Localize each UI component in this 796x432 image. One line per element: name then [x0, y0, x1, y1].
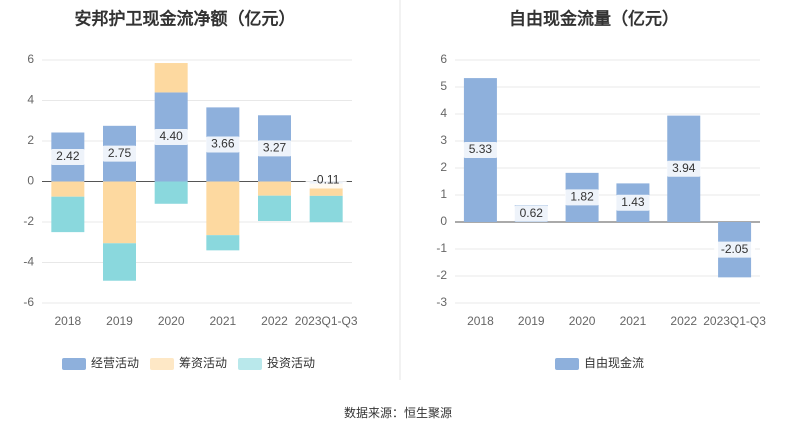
x-tick-label: 2020 [569, 314, 596, 328]
y-tick-label: 2 [440, 160, 447, 174]
chart-1: 安邦护卫现金流净额（亿元） -6 -4 -2 0 2 4 6 2018 2019 2020 2021 2… [23, 8, 358, 370]
data-label-bg [666, 160, 701, 177]
data-label: 3.66 [211, 137, 235, 151]
data-label-bg [565, 189, 600, 206]
y-tick-label: 5 [440, 79, 447, 93]
chart-title: 安邦护卫现金流净额（亿元） [75, 8, 296, 28]
x-tick-label: 2023Q1-Q3 [703, 314, 766, 328]
legend-label[interactable]: 投资活动 [267, 355, 315, 370]
x-tick-label: 2020 [158, 314, 185, 328]
x-tick-label: 2019 [106, 314, 133, 328]
legend-label[interactable]: 经营活动 [91, 356, 139, 370]
data-label-bg [205, 136, 240, 153]
data-label: 4.40 [159, 129, 183, 143]
data-label: 0.62 [520, 206, 544, 220]
x-tick-label: 2021 [620, 314, 647, 328]
data-label: 2.42 [56, 149, 80, 163]
bar-筹资活动-2018 [51, 181, 85, 197]
y-tick-label: 4 [440, 106, 447, 120]
data-label-bg [714, 241, 756, 258]
y-tick-label: -2 [436, 268, 447, 282]
legend-swatch[interactable] [150, 358, 174, 370]
x-tick-label: 2022 [261, 314, 288, 328]
chart-title: 自由现金流量（亿元） [509, 8, 679, 28]
data-label-bg [50, 148, 85, 165]
y-tick-label: 0 [440, 214, 447, 228]
data-label-bg [514, 205, 549, 222]
bar-筹资活动-2020 [154, 63, 188, 93]
data-label: 3.94 [672, 161, 696, 175]
legend-label[interactable]: 筹资活动 [179, 356, 227, 370]
bar-投资活动-2021 [206, 235, 240, 251]
legend-swatch[interactable] [238, 358, 262, 370]
x-tick-label: 2018 [54, 314, 81, 328]
y-tick-label: 0 [27, 174, 34, 188]
y-tick-label: -6 [23, 295, 34, 309]
bar-筹资活动-2019 [103, 181, 136, 244]
data-label: -2.05 [721, 242, 749, 256]
y-tick-label: -4 [23, 255, 34, 269]
bar-投资活动-2020 [154, 181, 188, 204]
data-label: 3.27 [263, 141, 287, 155]
y-tick-label: 4 [27, 93, 34, 107]
bar-筹资活动-2022 [258, 181, 291, 196]
y-tick-label: 2 [27, 133, 34, 147]
bar-筹资活动-2021 [206, 181, 240, 236]
x-tick-label: 2023Q1-Q3 [295, 314, 358, 328]
data-label-bg [102, 145, 137, 162]
chart-2: 自由现金流量（亿元） -3 -2 -1 0 1 2 3 4 5 6 2018 2019 2020 2021 2… [436, 8, 766, 370]
bar-投资活动-2023Q1-Q3 [309, 195, 343, 223]
y-tick-label: -3 [436, 295, 447, 309]
data-label: 2.75 [108, 146, 132, 160]
x-tick-label: 2018 [467, 314, 494, 328]
data-label-bg [615, 194, 650, 211]
data-label-bg [463, 142, 498, 159]
data-label-bg [305, 172, 347, 189]
bar-投资活动-2019 [103, 243, 136, 281]
bar-投资活动-2018 [51, 196, 85, 233]
data-label: -0.11 [313, 173, 340, 187]
y-tick-label: 3 [440, 133, 447, 147]
data-label: 5.33 [469, 142, 493, 156]
y-tick-label: -2 [23, 214, 34, 228]
bar-投资活动-2022 [258, 195, 291, 221]
y-tick-label: 1 [440, 187, 447, 201]
data-label-bg [154, 128, 189, 145]
y-tick-label: -1 [436, 241, 447, 255]
y-tick-label: 6 [27, 52, 34, 66]
data-label: 1.82 [570, 190, 594, 204]
x-tick-label: 2022 [670, 314, 697, 328]
y-tick-label: 6 [440, 52, 447, 66]
legend-swatch[interactable] [555, 358, 579, 370]
source-note: 数据来源：恒生聚源 [344, 405, 452, 420]
x-tick-label: 2021 [209, 314, 236, 328]
data-label-bg [257, 140, 292, 157]
legend-label[interactable]: 自由现金流 [584, 355, 644, 370]
data-label: 1.43 [621, 195, 645, 209]
x-tick-label: 2019 [518, 314, 545, 328]
legend-swatch[interactable] [62, 358, 86, 370]
